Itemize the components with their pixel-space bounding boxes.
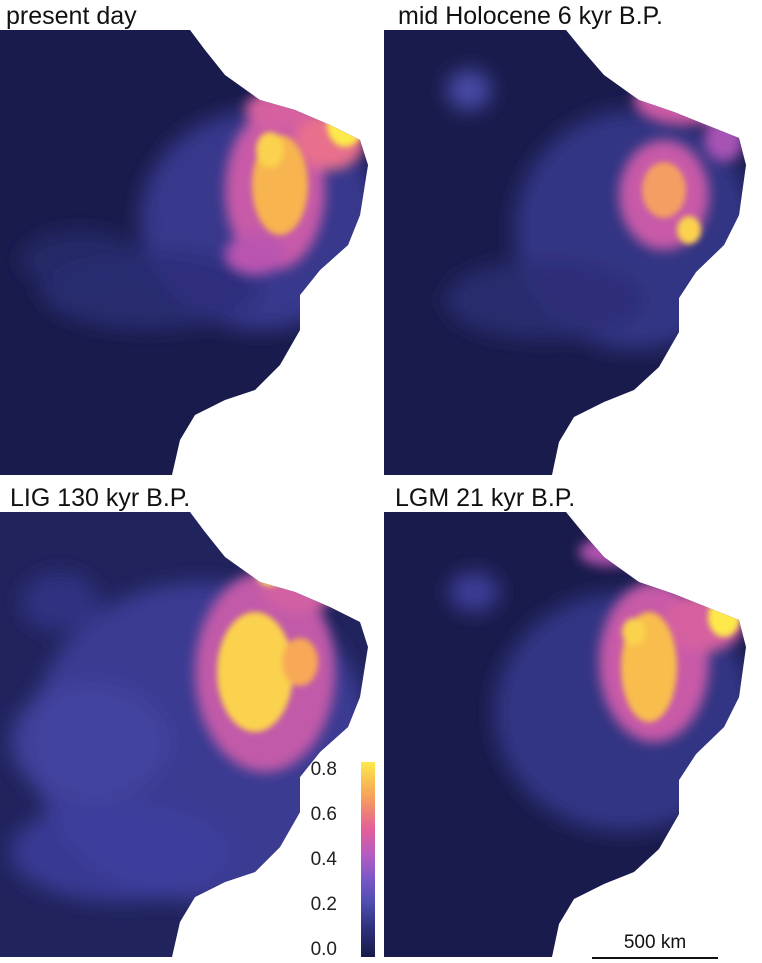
suitability-map-lig: [0, 512, 368, 957]
panel-title: present day: [6, 2, 137, 30]
colorbar-tick-label: 0.8: [310, 759, 337, 780]
suitability-map-mid-holocene: [384, 30, 746, 475]
colorbar-tick-label: 0.4: [310, 849, 337, 870]
colorbar-tick-label: 0.2: [310, 894, 337, 915]
colorbar-gradient: [361, 762, 375, 957]
colorbar-tick-label: 0.0: [310, 939, 337, 960]
scale-bar-line: [592, 957, 718, 959]
panel-title: LIG 130 kyr B.P.: [10, 484, 191, 512]
colorbar-tick-label: 0.6: [310, 804, 337, 825]
colorbar: 0.8 0.6 0.4 0.2 0.0: [311, 760, 375, 960]
panel-title: LGM 21 kyr B.P.: [395, 484, 576, 512]
panel-title: mid Holocene 6 kyr B.P.: [398, 2, 663, 30]
suitability-map-present: [0, 30, 368, 475]
scale-bar-label: 500 km: [623, 932, 687, 953]
suitability-map-lgm: [384, 512, 746, 957]
